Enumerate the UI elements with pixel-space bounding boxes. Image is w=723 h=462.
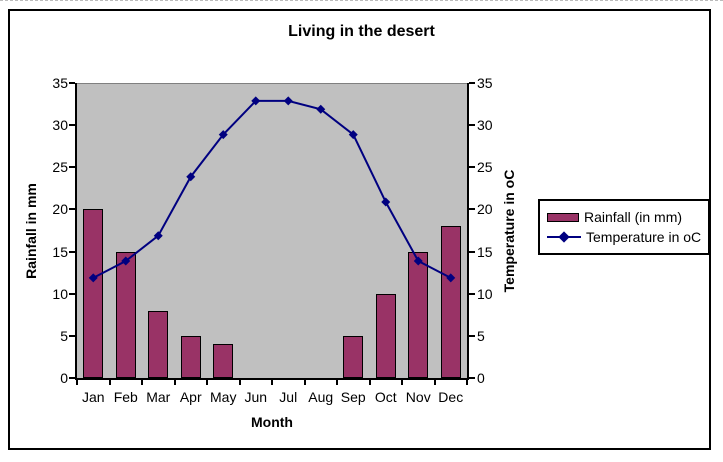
y-right-tick xyxy=(469,208,475,211)
y-left-tick xyxy=(69,166,75,169)
x-tick xyxy=(238,380,241,385)
diamond-marker-icon xyxy=(558,231,570,243)
rainfall-bar-swatch-icon xyxy=(547,212,579,222)
rainfall-bar xyxy=(180,335,201,378)
plot-area xyxy=(77,83,467,378)
x-tick xyxy=(173,380,176,385)
y-left-tick xyxy=(69,208,75,211)
y-right-tick xyxy=(469,377,475,379)
x-axis-line xyxy=(75,378,469,380)
x-tick xyxy=(206,380,208,385)
y-left-tick-label: 30 xyxy=(52,117,68,134)
rainfall-bar xyxy=(408,251,429,378)
temperature-marker-diamond-icon xyxy=(251,96,261,106)
rainfall-bar xyxy=(115,251,136,378)
y-left-tick-label: 15 xyxy=(52,243,68,260)
temperature-marker-diamond-icon xyxy=(218,130,228,140)
y-right-tick xyxy=(469,166,475,169)
rainfall-bar xyxy=(213,344,234,378)
y-right-tick-label: 20 xyxy=(477,201,493,218)
y-right-tick-label: 0 xyxy=(477,370,485,386)
y-left-tick-label: 0 xyxy=(60,370,68,386)
y-right-tick-label: 5 xyxy=(477,327,485,344)
y-left-tick-label: 25 xyxy=(52,159,68,176)
rainfall-bar xyxy=(440,226,461,378)
y-right-tick-label: 35 xyxy=(477,75,493,91)
y-axis-left-line xyxy=(75,83,77,380)
y-right-tick xyxy=(469,292,475,295)
x-tick xyxy=(368,380,371,385)
y-right-tick xyxy=(469,250,475,253)
rainfall-bar xyxy=(83,209,104,378)
y-right-tick-label: 25 xyxy=(477,159,493,176)
y-left-tick-label: 5 xyxy=(60,327,68,344)
x-tick-label: Mar xyxy=(146,389,171,405)
y-left-tick xyxy=(69,82,75,84)
y-axis-left-title: Rainfall in mm xyxy=(23,183,39,279)
x-tick xyxy=(76,380,78,385)
temperature-marker-diamond-icon xyxy=(153,231,163,241)
x-tick xyxy=(108,380,111,385)
x-tick-label: May xyxy=(210,389,237,405)
y-left-tick xyxy=(69,334,75,337)
x-tick xyxy=(303,380,306,385)
x-tick-label: Sep xyxy=(340,389,366,405)
x-tick-label: Aug xyxy=(308,389,334,405)
temperature-marker-diamond-icon xyxy=(316,104,326,114)
x-tick-label: Dec xyxy=(438,389,464,405)
rainfall-bar xyxy=(148,310,169,378)
y-axis-right-title: Temperature in oC xyxy=(501,169,517,293)
y-left-tick xyxy=(69,377,75,379)
y-right-tick xyxy=(469,334,475,337)
y-left-tick xyxy=(69,250,75,253)
x-tick xyxy=(336,380,338,385)
x-tick-label: Jan xyxy=(81,389,105,405)
x-tick xyxy=(401,380,403,385)
y-left-tick-label: 35 xyxy=(52,75,68,91)
temperature-line-swatch-icon xyxy=(547,231,581,243)
temperature-marker-diamond-icon xyxy=(121,256,131,266)
legend: Rainfall (in mm) Temperature in oC xyxy=(538,199,710,255)
legend-label-temperature: Temperature in oC xyxy=(586,229,702,245)
legend-item-rainfall: Rainfall (in mm) xyxy=(547,209,708,225)
x-tick-label: Feb xyxy=(113,389,138,405)
x-tick-label: Apr xyxy=(179,389,202,405)
x-tick-label: Oct xyxy=(374,389,397,405)
rainfall-bar xyxy=(375,293,396,378)
x-tick-label: Jul xyxy=(279,389,298,405)
temperature-line-layer xyxy=(88,96,456,283)
temperature-line xyxy=(92,99,452,279)
x-tick-label: Nov xyxy=(405,389,431,405)
legend-item-temperature: Temperature in oC xyxy=(547,229,708,245)
y-left-tick xyxy=(69,124,75,127)
temperature-marker-diamond-icon xyxy=(88,273,98,283)
x-axis-title: Month xyxy=(251,414,293,430)
x-tick-label: Jun xyxy=(244,389,268,405)
temperature-marker-diamond-icon xyxy=(186,172,196,182)
y-right-tick-label: 10 xyxy=(477,285,493,302)
y-right-tick xyxy=(469,124,475,127)
y-left-tick-label: 20 xyxy=(52,201,68,218)
temperature-marker-diamond-icon xyxy=(283,96,293,106)
legend-label-rainfall: Rainfall (in mm) xyxy=(584,209,683,225)
y-left-tick-label: 10 xyxy=(52,285,68,302)
y-left-tick xyxy=(69,292,75,295)
y-axis-right-line xyxy=(467,83,469,380)
x-tick xyxy=(141,380,143,385)
x-tick xyxy=(433,380,436,385)
chart-title: Living in the desert xyxy=(288,23,435,40)
temperature-marker-diamond-icon xyxy=(348,130,358,140)
temperature-marker-diamond-icon xyxy=(446,273,456,283)
y-right-tick xyxy=(469,82,475,84)
temperature-marker-diamond-icon xyxy=(381,197,391,207)
x-tick xyxy=(466,380,468,385)
x-tick xyxy=(271,380,273,385)
temperature-marker-diamond-icon xyxy=(413,256,423,266)
y-right-tick-label: 15 xyxy=(477,243,493,260)
rainfall-bar xyxy=(343,335,364,378)
y-right-tick-label: 30 xyxy=(477,117,493,134)
